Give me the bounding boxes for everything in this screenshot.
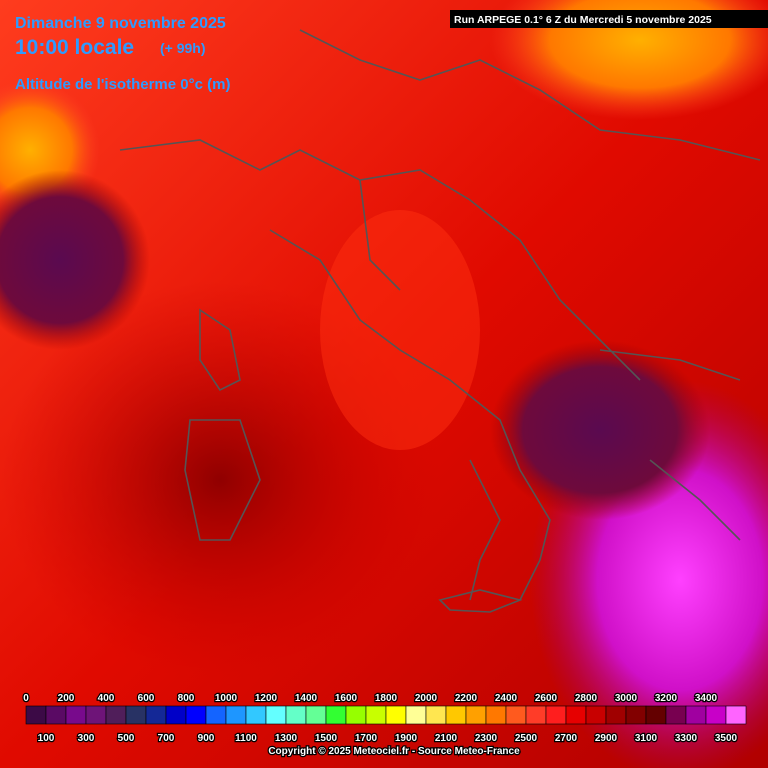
legend-swatch — [245, 705, 267, 725]
time: 10:00 locale — [15, 36, 134, 59]
legend-swatch — [205, 705, 227, 725]
legend-label: 2000 — [415, 693, 438, 704]
legend-label: 1300 — [275, 733, 298, 744]
legend-label: 3500 — [715, 733, 738, 744]
legend-swatch — [685, 705, 707, 725]
legend-label: 1700 — [355, 733, 378, 744]
legend-swatch — [305, 705, 327, 725]
legend-label: 600 — [138, 693, 155, 704]
field-name: Altitude de l'isotherme 0°c (m) — [15, 76, 230, 93]
copyright: Copyright © 2025 Meteociel.fr - Source M… — [268, 746, 520, 757]
legend-label: 100 — [38, 733, 55, 744]
legend-swatch — [125, 705, 147, 725]
legend-swatch — [725, 705, 747, 725]
legend-label: 3300 — [675, 733, 698, 744]
legend-swatch — [545, 705, 567, 725]
legend-label: 1400 — [295, 693, 318, 704]
legend-label: 2300 — [475, 733, 498, 744]
legend-label: 800 — [178, 693, 195, 704]
legend-swatch — [345, 705, 367, 725]
legend-label: 1800 — [375, 693, 398, 704]
legend-label: 3200 — [655, 693, 678, 704]
legend: 0 100 200 300 400 500 600 700 800 900 1000 1100 1200… — [22, 692, 747, 745]
legend-swatch — [645, 705, 667, 725]
legend-label: 2700 — [555, 733, 578, 744]
legend-swatch — [85, 705, 107, 725]
legend-label: 1100 — [235, 733, 257, 744]
legend-swatch — [705, 705, 727, 725]
lead-time: (+ 99h) — [160, 40, 206, 56]
legend-swatch — [385, 705, 407, 725]
legend-swatch — [525, 705, 547, 725]
legend-swatch — [25, 705, 47, 725]
legend-label: 3000 — [615, 693, 638, 704]
legend-label: 1200 — [255, 693, 278, 704]
legend-label: 2800 — [575, 693, 598, 704]
legend-label: 300 — [78, 733, 95, 744]
legend-swatch — [625, 705, 647, 725]
legend-swatch — [365, 705, 387, 725]
legend-swatch — [325, 705, 347, 725]
legend-swatch — [485, 705, 507, 725]
legend-swatch — [285, 705, 307, 725]
legend-swatch — [185, 705, 207, 725]
legend-swatch — [225, 705, 247, 725]
legend-label: 400 — [98, 693, 115, 704]
legend-swatch — [405, 705, 427, 725]
legend-swatch — [465, 705, 487, 725]
legend-swatch — [165, 705, 187, 725]
legend-label: 2400 — [495, 693, 518, 704]
legend-swatch — [145, 705, 167, 725]
legend-swatch — [665, 705, 687, 725]
legend-label: 200 — [58, 693, 75, 704]
legend-swatch — [445, 705, 467, 725]
legend-swatch — [425, 705, 447, 725]
legend-swatch — [605, 705, 627, 725]
legend-label: 0 — [23, 693, 29, 704]
legend-label: 2600 — [535, 693, 558, 704]
legend-swatch — [105, 705, 127, 725]
legend-label: 3400 — [695, 693, 718, 704]
legend-label: 1900 — [395, 733, 418, 744]
legend-label: 2500 — [515, 733, 538, 744]
legend-swatch — [265, 705, 287, 725]
run-box — [450, 10, 768, 28]
legend-label: 1500 — [315, 733, 338, 744]
legend-label: 900 — [198, 733, 215, 744]
legend-label: 500 — [118, 733, 135, 744]
legend-label: 3100 — [635, 733, 658, 744]
legend-swatch — [45, 705, 67, 725]
date: Dimanche 9 novembre 2025 — [15, 15, 226, 32]
legend-swatch — [585, 705, 607, 725]
legend-label: 2900 — [595, 733, 618, 744]
legend-swatch — [65, 705, 87, 725]
legend-label: 2200 — [455, 693, 478, 704]
legend-label: 1600 — [335, 693, 358, 704]
legend-swatch — [505, 705, 527, 725]
legend-label: 700 — [158, 733, 175, 744]
legend-swatch — [565, 705, 587, 725]
legend-label: 1000 — [215, 693, 238, 704]
run-info: Run ARPEGE 0.1° 6 Z du Mercredi 5 novemb… — [454, 14, 712, 26]
legend-label: 2100 — [435, 733, 458, 744]
